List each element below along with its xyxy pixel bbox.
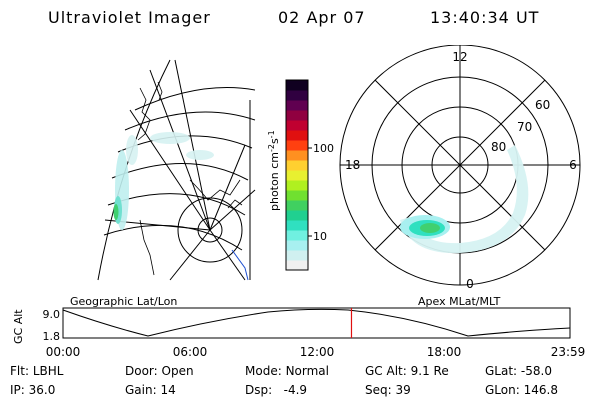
mlat-label-60: 60 xyxy=(535,98,550,112)
xtick-1200: 12:00 xyxy=(300,345,335,358)
altitude-ytick-top: 9.0 xyxy=(43,308,61,321)
xtick-2359: 23:59 xyxy=(551,345,586,358)
colorbar-swatch xyxy=(286,200,308,211)
colorbar-swatch xyxy=(286,110,308,121)
colorbar-swatch xyxy=(286,250,308,261)
status-mode: Mode: Normal xyxy=(245,364,329,378)
colorbar-label: photon cm-2s-1 xyxy=(267,130,281,211)
status-filter: Flt: LBHL xyxy=(10,364,64,378)
colorbar-swatch xyxy=(286,210,308,221)
mlat-label-80: 80 xyxy=(491,140,506,154)
colorbar-swatch xyxy=(286,240,308,251)
polar-mlt-plot: 12 18 6 0 60 70 80 xyxy=(339,45,581,291)
colorbar-swatch xyxy=(286,100,308,111)
colorbar-swatch xyxy=(286,120,308,131)
colorbar-swatch xyxy=(286,230,308,241)
colorbar-swatch xyxy=(286,170,308,181)
colorbar-swatch xyxy=(286,260,308,271)
xtick-0600: 06:00 xyxy=(173,345,208,358)
colorbar-swatch xyxy=(286,160,308,171)
altitude-ylabel: GC Alt xyxy=(12,309,25,344)
colorbar-swatch xyxy=(286,150,308,161)
mlat-label-70: 70 xyxy=(517,120,532,134)
status-ip: IP: 36.0 xyxy=(10,383,56,397)
colorbar-swatch xyxy=(286,80,308,91)
status-seq: Seq: 39 xyxy=(365,383,411,397)
xtick-0000: 00:00 xyxy=(46,345,81,358)
geographic-caption: Geographic Lat/Lon xyxy=(70,295,178,308)
mlt-label-18: 18 xyxy=(345,158,360,172)
altitude-plot: GC Alt 9.0 1.8 00:00 06:00 12:00 18:00 2… xyxy=(12,307,586,358)
colorbar-tick-10: 10 xyxy=(313,230,327,243)
app-title: Ultraviolet Imager xyxy=(48,8,211,27)
xtick-1800: 18:00 xyxy=(427,345,462,358)
status-glon: GLon: 146.8 xyxy=(485,383,558,397)
mlt-label-0: 0 xyxy=(466,277,474,291)
mlt-label-6: 6 xyxy=(569,158,577,172)
colorbar-swatch xyxy=(286,190,308,201)
geographic-map xyxy=(97,59,256,281)
colorbar-tick-100: 100 xyxy=(313,142,334,155)
apex-caption: Apex MLat/MLT xyxy=(418,295,501,308)
status-glat: GLat: -58.0 xyxy=(485,364,552,378)
altitude-ytick-bottom: 1.8 xyxy=(43,330,61,343)
colorbar-swatch xyxy=(286,140,308,151)
status-gc-alt: GC Alt: 9.1 Re xyxy=(365,364,449,378)
status-dsp: Dsp: -4.9 xyxy=(245,383,308,397)
status-gain: Gain: 14 xyxy=(125,383,176,397)
status-door: Door: Open xyxy=(125,364,194,378)
colorbar: photon cm-2s-1 xyxy=(267,79,312,271)
date-label: 02 Apr 07 xyxy=(278,8,366,27)
colorbar-swatch xyxy=(286,180,308,191)
mlt-label-12: 12 xyxy=(452,50,467,64)
time-label: 13:40:34 UT xyxy=(430,8,540,27)
colorbar-swatch xyxy=(286,220,308,231)
colorbar-swatch xyxy=(286,90,308,101)
colorbar-swatch xyxy=(286,130,308,141)
